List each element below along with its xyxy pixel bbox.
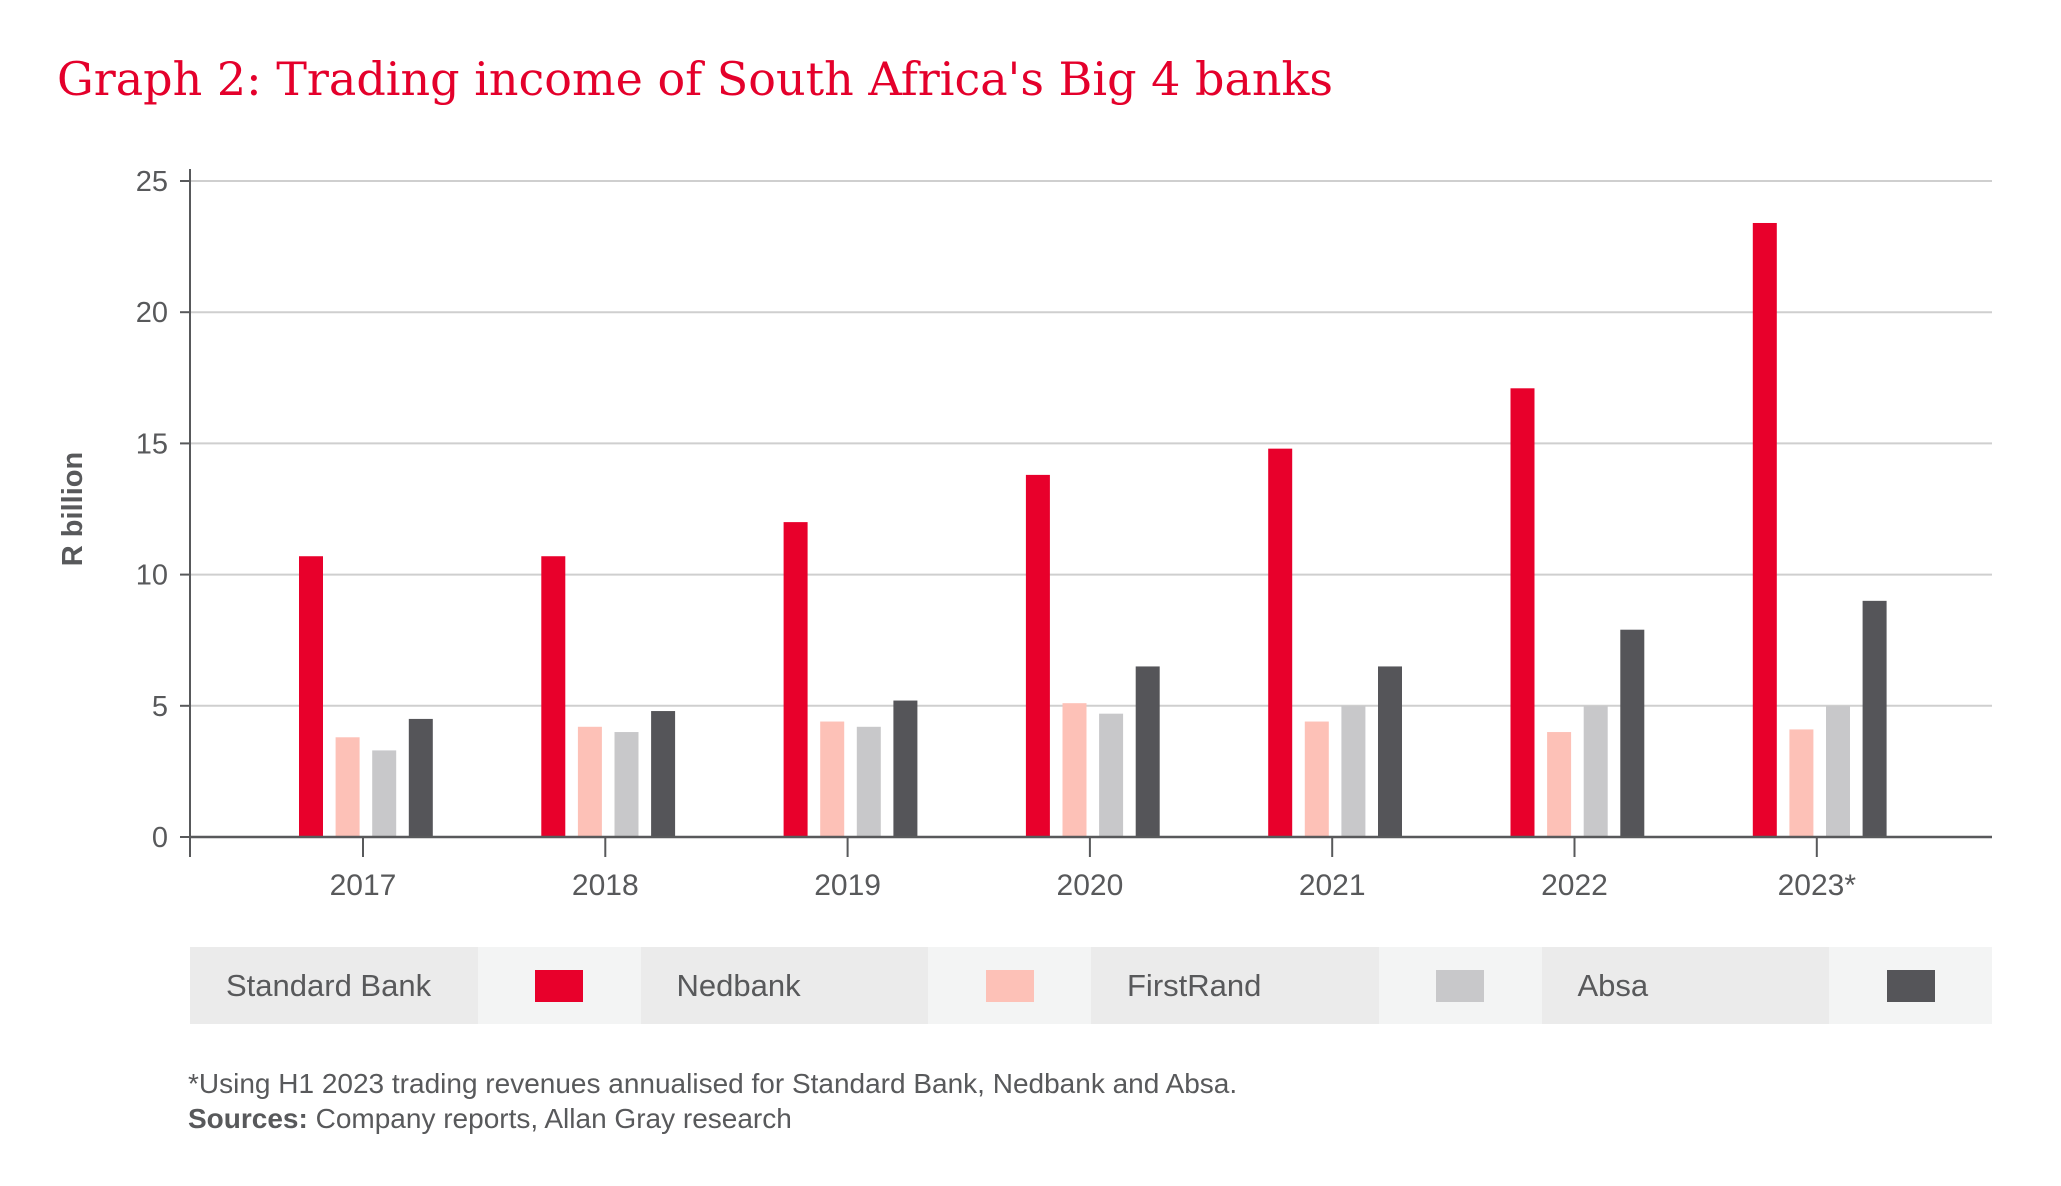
x-tick-label: 2017: [330, 869, 397, 902]
bar-firstrand-2020: [1099, 713, 1124, 837]
legend: Standard Bank Nedbank FirstRand Absa: [190, 947, 1992, 1024]
sources-text: Company reports, Allan Gray research: [307, 1103, 792, 1134]
bar-absa-2018: [651, 711, 676, 837]
bar-nedbank-2021: [1304, 721, 1329, 837]
bar-nedbank-2022: [1547, 732, 1572, 837]
bar-standard-bank-2020: [1025, 474, 1050, 837]
y-tick-label: 20: [136, 297, 168, 329]
sources-label: Sources:: [188, 1103, 308, 1134]
x-tick-label: 2019: [814, 869, 881, 902]
bar-firstrand-2017: [372, 750, 397, 837]
x-tick-label: 2022: [1541, 869, 1608, 902]
bar-firstrand-2021: [1341, 705, 1366, 837]
legend-swatch-standard-bank: [477, 947, 641, 1024]
bar-firstrand-2018: [614, 732, 639, 837]
bar-nedbank-2020: [1062, 703, 1087, 837]
bar-firstrand-2022: [1583, 705, 1608, 837]
bar-nedbank-2018: [577, 726, 602, 837]
bar-absa-2021: [1378, 666, 1402, 837]
legend-label-absa: Absa: [1541, 947, 1830, 1024]
bar-nedbank-2017: [335, 737, 360, 837]
footnote: *Using H1 2023 trading revenues annualis…: [188, 1068, 1238, 1099]
y-tick-label: 10: [136, 560, 168, 592]
bar-firstrand-2023: [1826, 705, 1850, 837]
legend-label-firstrand: FirstRand: [1091, 947, 1379, 1024]
x-tick-label: 2023*: [1778, 869, 1857, 902]
bar-absa-2019: [893, 700, 918, 837]
legend-swatch-nedbank: [928, 947, 1091, 1024]
y-tick-label: 0: [152, 822, 168, 854]
bar-standard-bank-2018: [541, 556, 566, 837]
bar-nedbank-2019: [820, 721, 845, 837]
bar-nedbank-2023: [1789, 729, 1814, 837]
x-tick-label: 2018: [572, 869, 639, 902]
y-tick-label: 15: [136, 428, 168, 460]
y-tick-label: 25: [136, 166, 168, 198]
bar-absa-2020: [1135, 666, 1160, 837]
chart-title: Graph 2: Trading income of South Africa'…: [57, 52, 1334, 106]
legend-swatch-absa: [1829, 947, 1992, 1024]
bar-standard-bank-2019: [783, 522, 808, 837]
y-tick-label: 5: [152, 691, 168, 723]
bar-firstrand-2019: [856, 726, 881, 837]
bar-absa-2017: [408, 718, 433, 837]
bar-absa-2022: [1620, 629, 1645, 837]
sources-note: Sources: Company reports, Allan Gray res…: [188, 1103, 792, 1135]
legend-swatch-firstrand: [1378, 947, 1542, 1024]
legend-label-nedbank: Nedbank: [640, 947, 929, 1024]
x-tick-label: 2020: [1057, 869, 1124, 902]
legend-label-standard-bank: Standard Bank: [190, 947, 478, 1024]
bar-standard-bank-2021: [1268, 448, 1293, 837]
x-tick-label: 2021: [1299, 869, 1366, 902]
y-axis-label: R billion: [57, 452, 89, 566]
bar-absa-2023: [1862, 600, 1887, 837]
bar-chart: 0 5 10 15 20 25 R billion 2017 2018 2019 2020 2021 2…: [57, 166, 1992, 902]
bar-standard-bank-2023: [1752, 222, 1777, 837]
bar-standard-bank-2022: [1510, 388, 1535, 837]
bar-standard-bank-2017: [299, 556, 323, 837]
